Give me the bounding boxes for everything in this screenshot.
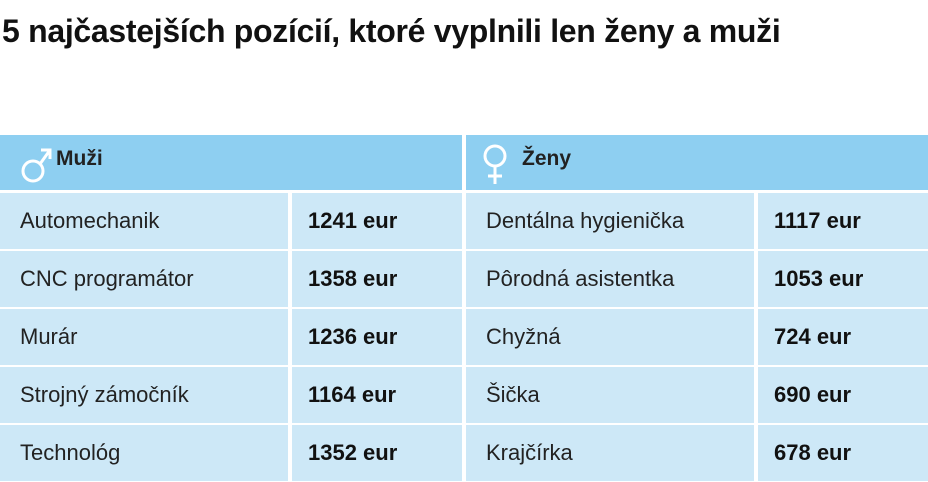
female-icon [483,144,507,184]
position-name: CNC programátor [0,251,288,307]
male-icon [21,148,52,183]
salary: 690 eur [758,367,928,423]
position-name: Technológ [0,425,288,481]
position-name: Krajčírka [466,425,754,481]
salary: 1117 eur [758,193,928,249]
position-name: Strojný zámočník [0,367,288,423]
salary: 678 eur [758,425,928,481]
position-name: Automechanik [0,193,288,249]
salary: 1236 eur [292,309,462,365]
section-header: Muži [0,135,462,190]
position-name: Pôrodná asistentka [466,251,754,307]
salary: 1053 eur [758,251,928,307]
position-name: Dentálna hygienička [466,193,754,249]
salary: 1352 eur [292,425,462,481]
title: 5 najčastejších pozícií, ktoré vyplnili … [2,13,781,49]
salary: 1358 eur [292,251,462,307]
position-name: Chyžná [466,309,754,365]
section-header: Ženy [466,135,928,190]
salary: 1164 eur [292,367,462,423]
salary: 1241 eur [292,193,462,249]
position-name: Šička [466,367,754,423]
position-name: Murár [0,309,288,365]
salary: 724 eur [758,309,928,365]
